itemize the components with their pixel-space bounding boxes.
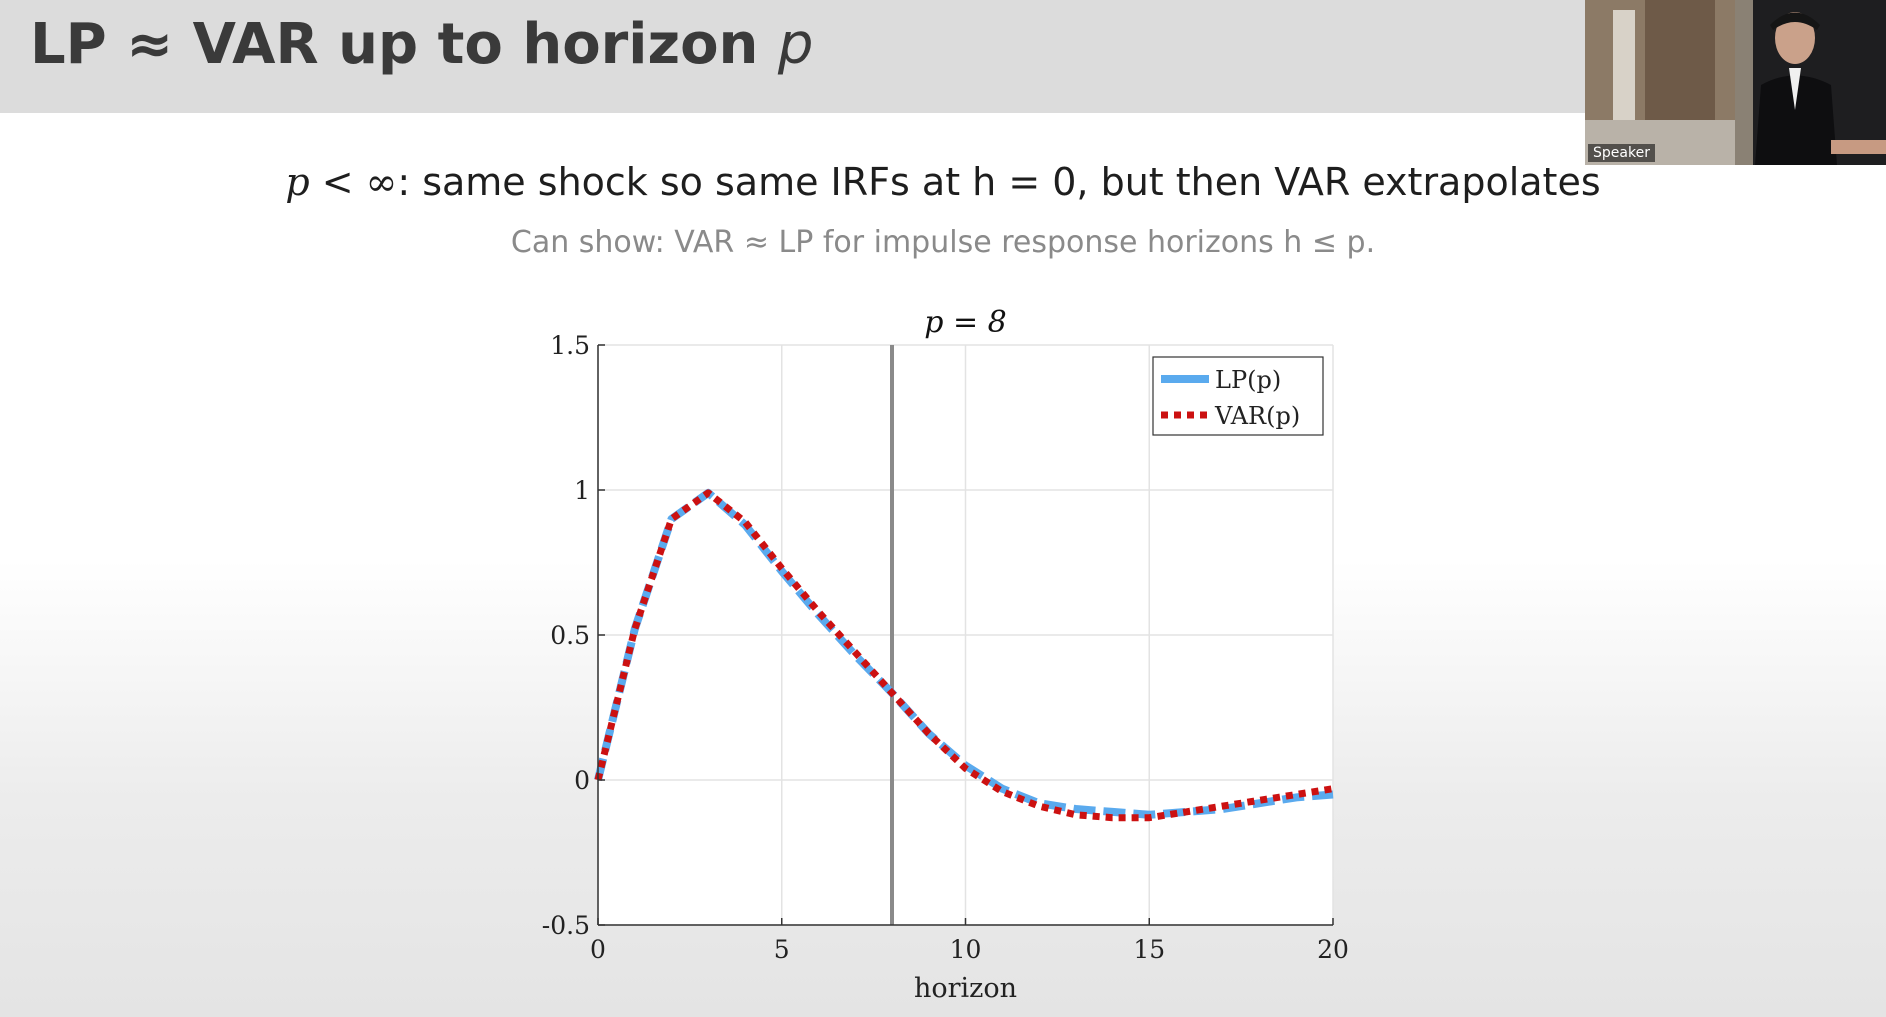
headline-math: p < ∞ — [285, 160, 398, 204]
chart-grid — [597, 344, 1334, 926]
chart-legend: LP(p) VAR(p) — [1152, 356, 1324, 436]
chart-xlabel: horizon — [914, 973, 1017, 1004]
y-tick-label: 0.5 — [550, 621, 590, 650]
slide-title-bar: LP ≈ VAR up to horizon p — [0, 0, 1886, 113]
y-tick-label: 0 — [574, 766, 590, 795]
y-tick-label: 1 — [574, 476, 590, 505]
x-tick-label: 0 — [590, 935, 606, 964]
series-line-var — [594, 489, 1334, 822]
y-tick-label: -0.5 — [542, 911, 590, 940]
legend-box — [1152, 356, 1324, 436]
x-tick-label: 20 — [1317, 935, 1349, 964]
x-tick-label: 10 — [950, 935, 982, 964]
slide-title-main: LP ≈ VAR up to horizon — [30, 12, 778, 77]
speaker-label: Speaker — [1588, 144, 1655, 162]
legend-label: VAR(p) — [1214, 402, 1300, 430]
y-tick-label: 1.5 — [550, 331, 590, 360]
irf-chart: 0 5 10 15 20-0.500.511.5 p = 8 horizon LP(p)… — [542, 305, 1349, 1004]
slide-title-variable: p — [777, 12, 814, 77]
chart-ticks: 0 5 10 15 20-0.500.511.5 — [542, 331, 1349, 964]
x-tick-label: 5 — [774, 935, 790, 964]
chart-title: p = 8 — [924, 305, 1007, 340]
subline: Can show: VAR ≈ LP for impulse response … — [510, 225, 1376, 260]
slide-title: LP ≈ VAR up to horizon p — [30, 12, 813, 77]
headline: p < ∞: same shock so same IRFs at h = 0,… — [0, 160, 1886, 204]
x-tick-label: 15 — [1133, 935, 1165, 964]
speaker-video-tile[interactable]: Speaker — [1585, 0, 1886, 165]
legend-label: LP(p) — [1215, 366, 1281, 394]
headline-text: : same shock so same IRFs at h = 0, but … — [397, 160, 1601, 204]
speaker-video-image — [1585, 0, 1886, 165]
chart-series — [594, 488, 1334, 822]
